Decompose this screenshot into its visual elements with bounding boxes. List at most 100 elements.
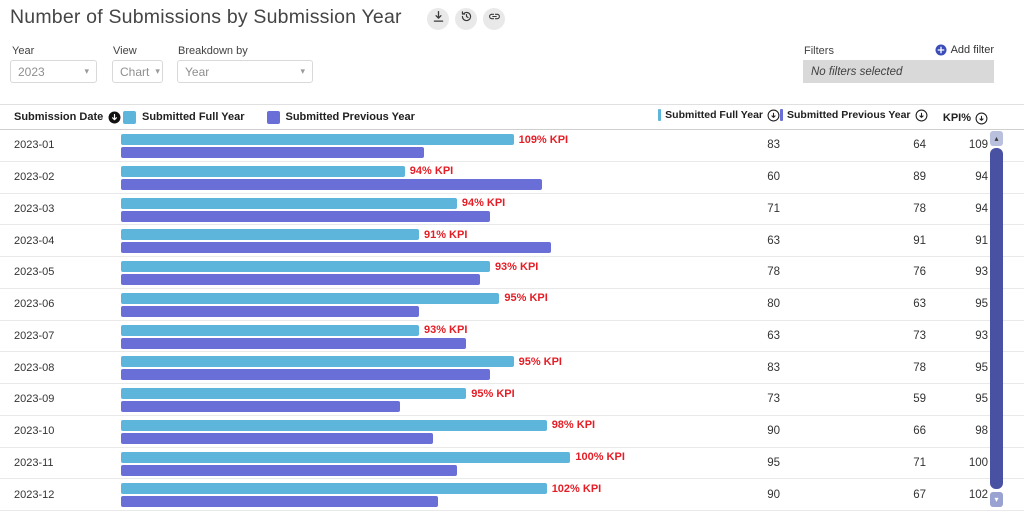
previous-year-bar[interactable] [121, 178, 542, 190]
cell-full-year: 78 [767, 266, 780, 279]
history-icon [460, 10, 473, 28]
sort-descending-active-icon[interactable] [108, 111, 121, 124]
cell-full-year: 80 [767, 298, 780, 311]
previous-year-bar[interactable] [121, 274, 481, 285]
row-date: 2023-03 [14, 202, 55, 215]
sort-icon[interactable] [975, 112, 988, 125]
full-year-bar[interactable] [121, 197, 457, 209]
cell-previous-year: 78 [913, 361, 926, 374]
previous-year-column-header[interactable]: Submitted Previous Year [780, 109, 928, 122]
previous-year-bar[interactable] [121, 242, 552, 254]
previous-year-bar[interactable] [121, 401, 401, 412]
view-label: View [113, 45, 137, 57]
download-button[interactable] [427, 8, 449, 30]
chevron-down-icon: ▾ [84, 66, 89, 76]
cell-full-year: 63 [767, 329, 780, 342]
row-date: 2023-12 [14, 488, 55, 501]
breakdown-label: Breakdown by [178, 45, 248, 57]
row-date: 2023-11 [14, 456, 54, 469]
row-date: 2023-07 [14, 329, 55, 342]
scroll-down-arrow[interactable]: ▾ [990, 492, 1003, 507]
table-row: 2023-09 95% KPI 73 59 95 [0, 384, 1024, 416]
full-year-bar[interactable] [121, 483, 547, 495]
previous-year-bar[interactable] [121, 337, 467, 349]
breakdown-select[interactable]: Year ▾ [177, 60, 313, 83]
full-year-bar[interactable] [121, 451, 571, 463]
add-filter-button[interactable]: Add filter [935, 44, 994, 56]
cell-previous-year: 64 [913, 139, 926, 152]
full-year-column-header[interactable]: Submitted Full Year [658, 109, 780, 122]
full-year-bar[interactable] [121, 165, 405, 177]
previous-year-bar[interactable] [121, 210, 490, 222]
table-header: Submission Date Submitted Full Year Subm… [0, 105, 1024, 130]
kpi-label: 102% KPI [551, 482, 602, 495]
sort-icon[interactable] [767, 109, 780, 122]
previous-year-bar[interactable] [121, 147, 424, 158]
cell-kpi: 94 [975, 171, 988, 184]
kpi-label: 109% KPI [518, 133, 569, 146]
cell-previous-year: 59 [913, 393, 926, 406]
scroll-up-arrow[interactable]: ▴ [990, 131, 1003, 146]
share-link-button[interactable] [483, 8, 505, 30]
kpi-label: 95% KPI [471, 387, 515, 400]
full-year-bar[interactable] [121, 292, 500, 304]
download-icon [432, 10, 445, 28]
kpi-label: 93% KPI [423, 324, 468, 336]
legend-label-full-year: Submitted Full Year [142, 111, 245, 123]
cell-previous-year: 73 [913, 329, 926, 342]
cell-full-year: 60 [767, 171, 780, 184]
full-year-bar[interactable] [121, 356, 514, 368]
legend-label-previous-year: Submitted Previous Year [285, 111, 415, 123]
table-row: 2023-11 100% KPI 95 71 100 [0, 448, 1024, 480]
kpi-label: 91% KPI [423, 228, 468, 241]
kpi-column-label: KPI% [942, 112, 971, 124]
table-row: 2023-05 93% KPI 78 76 93 [0, 257, 1024, 289]
row-date: 2023-09 [14, 393, 55, 406]
cell-kpi: 93 [975, 329, 988, 342]
vertical-scrollbar[interactable]: ▴ ▾ [990, 130, 1003, 511]
previous-year-bar[interactable] [121, 432, 434, 444]
kpi-label: 94% KPI [461, 197, 506, 209]
legend-item-previous-year: Submitted Previous Year [266, 110, 415, 124]
previous-year-bar[interactable] [121, 496, 438, 508]
full-year-bar[interactable] [121, 388, 467, 399]
table-row: 2023-07 93% KPI 63 73 93 [0, 321, 1024, 353]
full-year-bar[interactable] [121, 324, 419, 336]
full-year-bar[interactable] [121, 134, 514, 145]
cell-full-year: 63 [767, 234, 780, 247]
previous-year-bar[interactable] [121, 464, 457, 476]
table-row: 2023-04 91% KPI 63 91 91 [0, 225, 1024, 257]
cell-kpi: 94 [975, 202, 988, 215]
cell-full-year: 90 [767, 425, 780, 438]
kpi-label: 94% KPI [409, 165, 454, 178]
table-row: 2023-12 102% KPI 90 67 102 [0, 479, 1024, 511]
cell-full-year: 83 [767, 361, 780, 374]
chart-legend: Submitted Full Year Submitted Previous Y… [121, 110, 658, 124]
table-row: 2023-01 109% KPI 83 64 109 [0, 130, 1024, 162]
history-button[interactable] [455, 8, 477, 30]
full-year-bar[interactable] [121, 261, 490, 272]
row-date: 2023-06 [14, 298, 55, 311]
previous-year-bar[interactable] [121, 369, 490, 381]
previous-year-bar[interactable] [121, 305, 419, 317]
cell-full-year: 95 [767, 456, 780, 469]
kpi-column-header[interactable]: KPI% [943, 112, 988, 125]
full-year-bar[interactable] [121, 419, 547, 431]
submission-date-header[interactable]: Submission Date [0, 111, 121, 124]
year-label: Year [12, 45, 35, 57]
no-filters-box: No filters selected [803, 60, 994, 83]
link-icon [488, 10, 501, 28]
kpi-label: 98% KPI [551, 419, 596, 432]
cell-kpi: 109 [968, 139, 988, 152]
cell-kpi: 93 [975, 266, 988, 279]
previous-year-column-swatch [780, 109, 783, 121]
scrollbar-thumb[interactable] [990, 148, 1003, 489]
view-select[interactable]: Chart ▾ [112, 60, 163, 83]
plus-circle-icon [935, 44, 947, 56]
sort-icon[interactable] [915, 109, 928, 122]
cell-kpi: 98 [975, 425, 988, 438]
cell-kpi: 102 [968, 488, 988, 501]
year-select[interactable]: 2023 ▾ [10, 60, 97, 83]
cell-previous-year: 66 [913, 425, 926, 438]
full-year-bar[interactable] [121, 229, 419, 241]
